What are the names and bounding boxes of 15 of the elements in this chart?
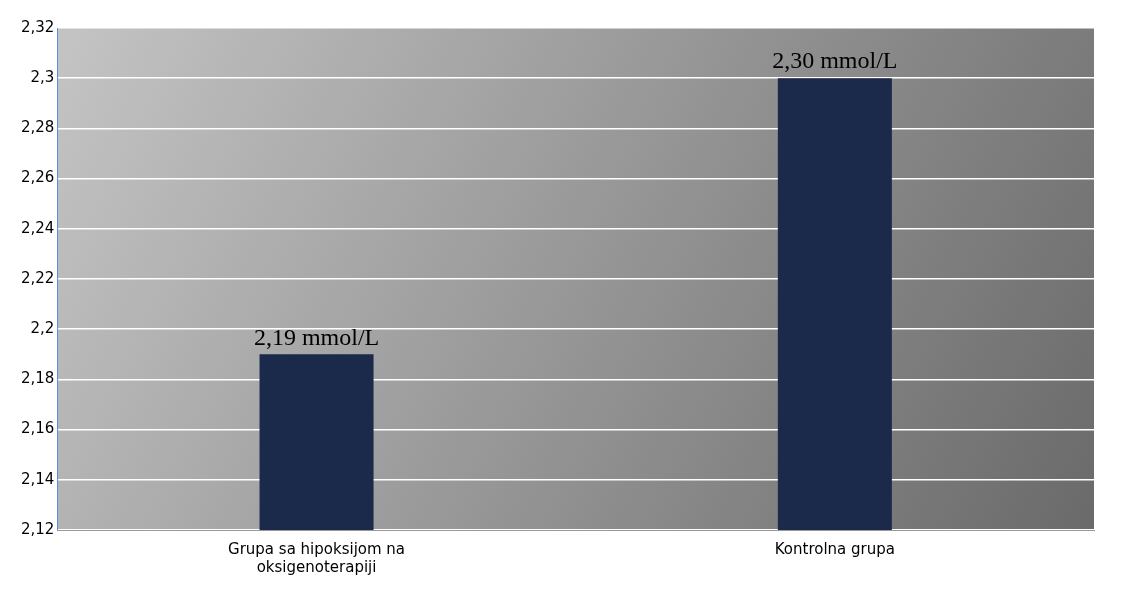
- y-tick-label: 2,2: [30, 319, 55, 338]
- y-tick-label: 2,24: [20, 218, 55, 237]
- x-tick-label: Kontrolna grupa: [774, 539, 895, 558]
- x-tick-label: Grupa sa hipoksijom na oksigenoterapiji: [228, 539, 406, 576]
- y-tick-label: 2,12: [20, 519, 55, 538]
- y-tick-label: 2,16: [20, 419, 55, 438]
- y-tick-label: 2,32: [20, 17, 55, 36]
- y-tick-label: 2,28: [20, 118, 55, 137]
- y-tick-label: 2,26: [20, 168, 55, 187]
- y-tick-label: 2,3: [30, 68, 55, 87]
- y-tick-label: 2,14: [20, 469, 55, 488]
- y-tick-label: 2,22: [20, 268, 55, 287]
- y-tick-label: 2,18: [20, 369, 55, 388]
- data-label: 2,19 mmol/L: [253, 323, 380, 350]
- data-label: 2,30 mmol/L: [772, 47, 898, 74]
